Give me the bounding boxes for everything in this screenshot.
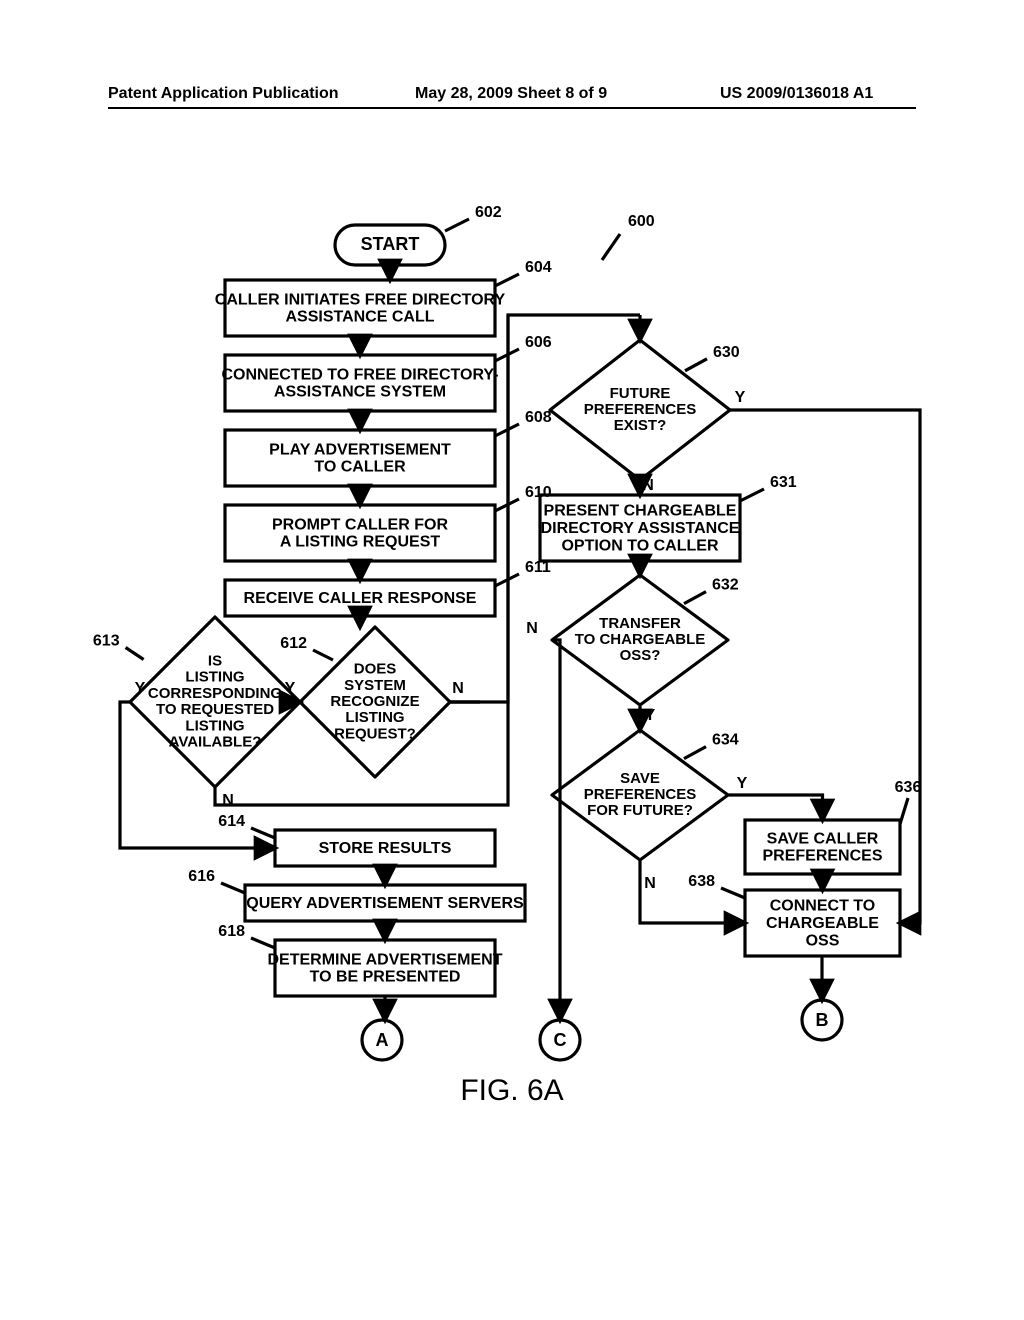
svg-text:632: 632 bbox=[712, 577, 739, 594]
header-rule bbox=[108, 107, 916, 109]
svg-text:SAVE CALLERPREFERENCES: SAVE CALLERPREFERENCES bbox=[762, 830, 882, 864]
svg-text:600: 600 bbox=[628, 213, 655, 230]
svg-text:606: 606 bbox=[525, 334, 552, 351]
svg-text:STORE RESULTS: STORE RESULTS bbox=[319, 840, 452, 857]
header-center: May 28, 2009 Sheet 8 of 9 bbox=[415, 85, 607, 103]
svg-text:PRESENT CHARGEABLEDIRECTORY AS: PRESENT CHARGEABLEDIRECTORY ASSISTANCEOP… bbox=[541, 503, 740, 555]
svg-text:N: N bbox=[642, 477, 654, 494]
svg-text:610: 610 bbox=[525, 484, 552, 501]
svg-text:N: N bbox=[644, 875, 656, 892]
svg-text:602: 602 bbox=[475, 204, 502, 221]
svg-text:618: 618 bbox=[218, 923, 245, 940]
page-header: Patent Application Publication May 28, 2… bbox=[0, 85, 1024, 109]
svg-text:Y: Y bbox=[737, 775, 748, 792]
header-right: US 2009/0136018 A1 bbox=[720, 85, 873, 103]
svg-text:PROMPT CALLER FORA LISTING REQ: PROMPT CALLER FORA LISTING REQUEST bbox=[272, 516, 448, 550]
svg-text:B: B bbox=[816, 1010, 829, 1030]
svg-text:FIG. 6A: FIG. 6A bbox=[460, 1074, 563, 1107]
svg-text:613: 613 bbox=[93, 633, 120, 650]
svg-text:634: 634 bbox=[712, 732, 739, 749]
svg-text:QUERY ADVERTISEMENT SERVERS: QUERY ADVERTISEMENT SERVERS bbox=[246, 895, 524, 912]
svg-text:START: START bbox=[361, 234, 420, 254]
page: Patent Application Publication May 28, 2… bbox=[0, 0, 1024, 1320]
svg-text:A: A bbox=[376, 1030, 389, 1050]
flowchart-svg: STARTCALLER INITIATES FREE DIRECTORYASSI… bbox=[0, 0, 1024, 1320]
svg-text:Y: Y bbox=[735, 389, 746, 406]
svg-text:604: 604 bbox=[525, 259, 552, 276]
svg-text:630: 630 bbox=[713, 344, 740, 361]
svg-text:614: 614 bbox=[218, 813, 245, 830]
header-left: Patent Application Publication bbox=[108, 85, 339, 103]
svg-text:C: C bbox=[554, 1030, 567, 1050]
svg-text:608: 608 bbox=[525, 409, 552, 426]
svg-text:Y: Y bbox=[285, 680, 296, 697]
svg-text:636: 636 bbox=[895, 779, 922, 796]
svg-text:N: N bbox=[452, 680, 464, 697]
svg-text:631: 631 bbox=[770, 474, 797, 491]
svg-text:Y: Y bbox=[135, 680, 146, 697]
svg-text:611: 611 bbox=[525, 559, 551, 576]
svg-text:N: N bbox=[222, 792, 234, 809]
svg-text:Y: Y bbox=[645, 707, 656, 724]
svg-text:N: N bbox=[526, 620, 538, 637]
svg-text:638: 638 bbox=[688, 873, 715, 890]
svg-text:616: 616 bbox=[188, 868, 215, 885]
svg-text:612: 612 bbox=[280, 635, 307, 652]
svg-text:RECEIVE CALLER RESPONSE: RECEIVE CALLER RESPONSE bbox=[244, 590, 477, 607]
